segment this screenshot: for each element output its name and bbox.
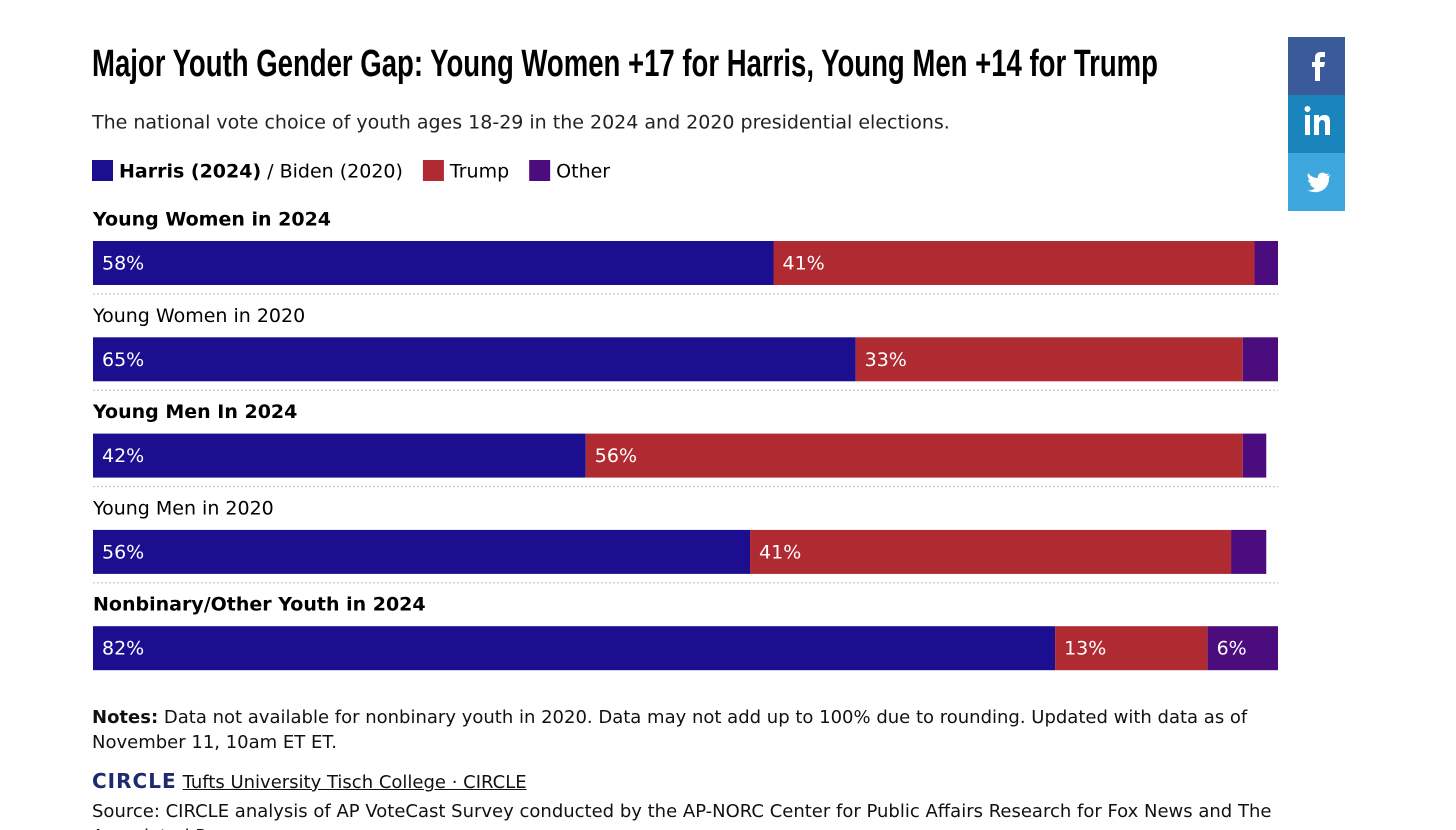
row-label: Nonbinary/Other Youth in 2024 xyxy=(93,594,426,616)
bar-segment xyxy=(93,433,586,478)
chart: Major Youth Gender Gap: Young Women +17 … xyxy=(91,37,1345,671)
bar-segment xyxy=(773,241,1255,285)
legend-swatch xyxy=(422,160,444,181)
bar-segment xyxy=(1254,241,1278,285)
bar-segment xyxy=(855,337,1243,382)
bar-segment xyxy=(1242,337,1278,382)
legend-label: Other xyxy=(556,161,610,183)
bar-segment xyxy=(93,337,856,382)
bar-segment xyxy=(1207,626,1278,671)
notes: Notes: Data not available for nonbinary … xyxy=(92,705,1297,755)
legend-label: Trump xyxy=(449,161,509,183)
bar-value-label: 56% xyxy=(102,541,144,563)
legend-label: Harris (2024) xyxy=(119,161,261,183)
row-label: Young Men In 2024 xyxy=(92,401,297,423)
share-buttons xyxy=(1288,37,1345,211)
linkedin-icon xyxy=(1304,106,1330,135)
legend-label-alt: / Biden (2020) xyxy=(267,161,403,183)
row-label: Young Men in 2020 xyxy=(92,497,274,519)
bar-value-label: 41% xyxy=(759,541,801,563)
bar-value-label: 13% xyxy=(1064,638,1106,660)
bar-value-label: 41% xyxy=(782,253,824,275)
bar-value-label: 58% xyxy=(102,253,144,275)
bar-segment xyxy=(93,626,1056,671)
row-label: Young Women in 2024 xyxy=(92,209,331,231)
bar-segment xyxy=(1055,626,1208,671)
bar-segment xyxy=(93,529,751,574)
credit-link[interactable]: Tufts University Tisch College · CIRCLE xyxy=(182,772,527,793)
notes-label: Notes: xyxy=(92,707,159,728)
legend-swatch xyxy=(529,160,551,181)
bar-value-label: 33% xyxy=(865,349,907,371)
notes-text: Data not available for nonbinary youth i… xyxy=(92,707,1248,753)
bar-segment xyxy=(1231,529,1267,574)
chart-subtitle: The national vote choice of youth ages 1… xyxy=(91,112,950,134)
source: Source: CIRCLE analysis of AP VoteCast S… xyxy=(92,801,1272,830)
credit: CIRCLE Tufts University Tisch College · C… xyxy=(92,769,1297,795)
bar-value-label: 82% xyxy=(102,638,144,660)
bar-segment xyxy=(750,529,1232,574)
bar-value-label: 65% xyxy=(102,349,144,371)
bar-value-label: 6% xyxy=(1217,638,1247,660)
bar-segment xyxy=(93,241,774,285)
facebook-icon xyxy=(1312,52,1325,81)
row-label: Young Women in 2020 xyxy=(92,305,305,327)
legend-swatch xyxy=(92,160,113,181)
bar-value-label: 42% xyxy=(102,445,144,467)
chart-title: Major Youth Gender Gap: Young Women +17 … xyxy=(92,43,1158,85)
twitter-icon xyxy=(1307,172,1331,193)
bar-segment xyxy=(1242,433,1267,478)
bar-value-label: 56% xyxy=(595,445,637,467)
bar-segment xyxy=(585,433,1243,478)
logo: CIRCLE xyxy=(92,769,177,793)
